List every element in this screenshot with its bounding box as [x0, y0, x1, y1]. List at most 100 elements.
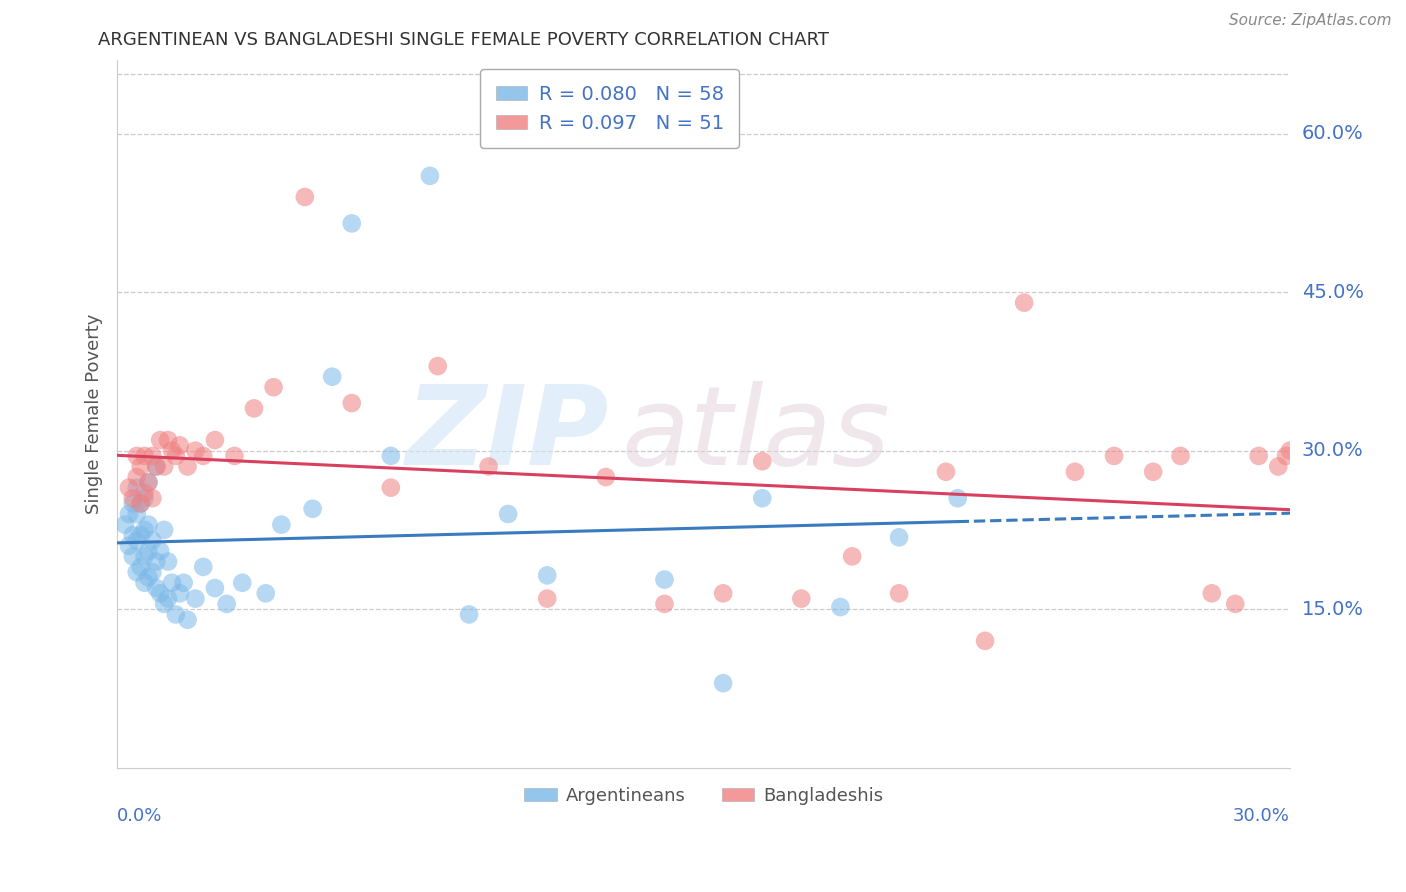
Point [224, 449, 246, 463]
Point [477, 459, 499, 474]
Point [134, 449, 156, 463]
Point [125, 565, 148, 579]
Point [129, 496, 152, 510]
Legend: Argentineans, Bangladeshis: Argentineans, Bangladeshis [517, 780, 890, 812]
Point [118, 481, 141, 495]
Point [134, 575, 156, 590]
Point [138, 570, 160, 584]
Point [156, 433, 179, 447]
Point [145, 459, 167, 474]
Point [1201, 586, 1223, 600]
Point [165, 607, 187, 622]
Point [121, 496, 143, 510]
Point [1247, 449, 1270, 463]
Point [156, 555, 179, 569]
Point [173, 575, 195, 590]
Point [1064, 465, 1087, 479]
Point [204, 581, 226, 595]
Point [946, 491, 969, 506]
Point [711, 676, 734, 690]
Point [1267, 459, 1289, 474]
Point [118, 539, 141, 553]
Point [193, 449, 215, 463]
Point [935, 465, 957, 479]
Point [149, 544, 172, 558]
Text: Source: ZipAtlas.com: Source: ZipAtlas.com [1229, 13, 1392, 29]
Point [184, 591, 207, 606]
Point [204, 433, 226, 447]
Point [129, 496, 152, 510]
Point [1278, 443, 1301, 458]
Point [125, 481, 148, 495]
Point [141, 449, 163, 463]
Point [751, 454, 773, 468]
Text: atlas: atlas [621, 382, 890, 489]
Point [153, 459, 176, 474]
Point [1142, 465, 1164, 479]
Point [138, 475, 160, 490]
Point [711, 586, 734, 600]
Point [887, 586, 910, 600]
Point [138, 544, 160, 558]
Y-axis label: Single Female Poverty: Single Female Poverty [86, 313, 103, 514]
Point [340, 396, 363, 410]
Text: 30.0%: 30.0% [1302, 442, 1364, 460]
Point [138, 517, 160, 532]
Point [595, 470, 617, 484]
Point [125, 470, 148, 484]
Point [458, 607, 481, 622]
Point [153, 523, 176, 537]
Point [751, 491, 773, 506]
Point [887, 530, 910, 544]
Point [121, 491, 143, 506]
Point [165, 449, 187, 463]
Point [121, 528, 143, 542]
Point [301, 501, 323, 516]
Point [153, 597, 176, 611]
Point [790, 591, 813, 606]
Text: 45.0%: 45.0% [1302, 283, 1364, 301]
Point [114, 517, 136, 532]
Text: ARGENTINEAN VS BANGLADESHI SINGLE FEMALE POVERTY CORRELATION CHART: ARGENTINEAN VS BANGLADESHI SINGLE FEMALE… [98, 31, 830, 49]
Point [169, 586, 191, 600]
Point [654, 573, 676, 587]
Text: 15.0%: 15.0% [1302, 599, 1364, 619]
Point [254, 586, 277, 600]
Point [141, 491, 163, 506]
Point [654, 597, 676, 611]
Point [149, 433, 172, 447]
Point [176, 613, 198, 627]
Point [1012, 295, 1035, 310]
Point [125, 449, 148, 463]
Text: ZIP: ZIP [406, 382, 610, 489]
Point [121, 549, 143, 564]
Point [426, 359, 449, 373]
Point [145, 581, 167, 595]
Point [134, 549, 156, 564]
Point [134, 523, 156, 537]
Point [1102, 449, 1125, 463]
Point [270, 517, 292, 532]
Point [231, 575, 253, 590]
Point [321, 369, 343, 384]
Point [141, 533, 163, 548]
Text: 0.0%: 0.0% [117, 806, 163, 824]
Point [263, 380, 285, 394]
Point [134, 486, 156, 500]
Point [129, 459, 152, 474]
Point [1170, 449, 1192, 463]
Point [160, 443, 183, 458]
Point [145, 555, 167, 569]
Point [138, 475, 160, 490]
Point [380, 481, 402, 495]
Point [193, 560, 215, 574]
Point [294, 190, 316, 204]
Text: 30.0%: 30.0% [1233, 806, 1289, 824]
Point [160, 575, 183, 590]
Point [974, 633, 997, 648]
Point [145, 459, 167, 474]
Point [841, 549, 863, 564]
Point [215, 597, 238, 611]
Point [156, 591, 179, 606]
Point [169, 438, 191, 452]
